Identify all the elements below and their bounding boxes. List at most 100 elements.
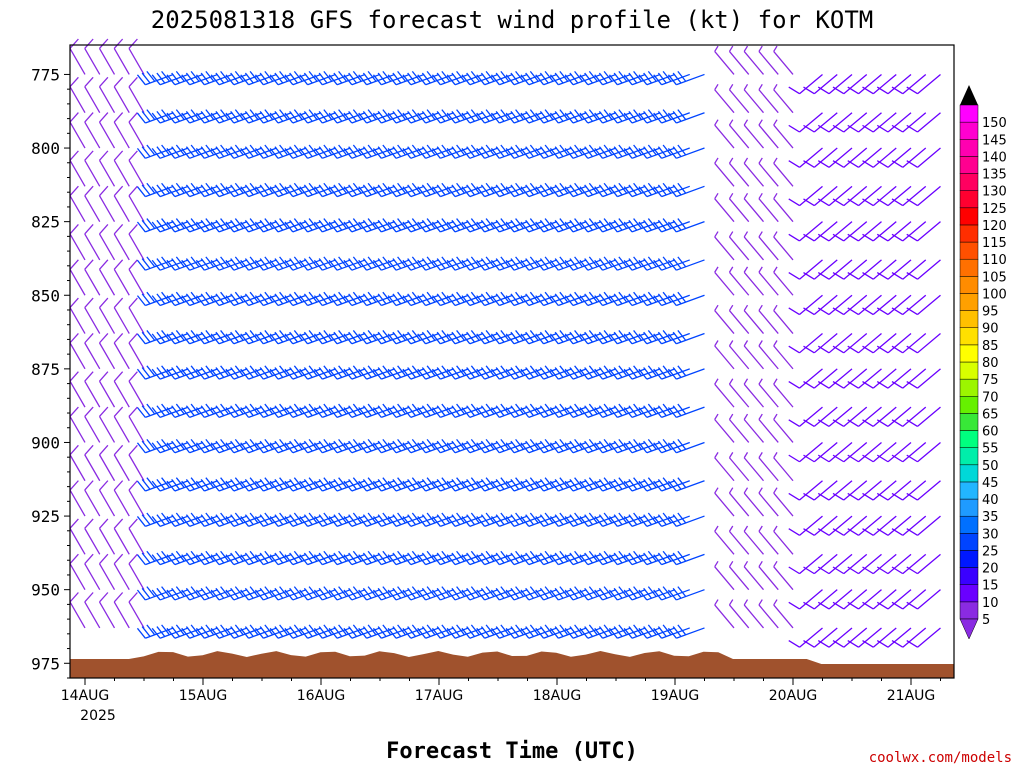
wind-barb <box>84 444 101 482</box>
colorbar-label: 30 <box>982 527 999 542</box>
wind-barb <box>84 38 101 75</box>
wind-barb <box>891 333 927 354</box>
wind-barb <box>876 294 912 316</box>
wind-barb <box>832 294 868 316</box>
colorbar-swatch <box>959 344 979 363</box>
wind-barb <box>803 589 838 610</box>
wind-barb <box>728 452 750 482</box>
colorbar-swatch <box>959 276 979 294</box>
wind-barb <box>891 627 927 648</box>
wind-barb <box>284 330 322 345</box>
wind-barb <box>151 624 189 639</box>
x-axis-label: Forecast Time (UTC) <box>386 739 638 764</box>
y-axis: 775 800 825 850 875 900 925 950 975 <box>31 65 70 679</box>
wind-barb <box>113 332 130 370</box>
x-tick-label: 16AUG <box>297 688 346 704</box>
wind-barb <box>98 480 116 517</box>
wind-barb <box>743 525 764 555</box>
wind-barb <box>862 147 897 168</box>
wind-barb <box>758 192 779 223</box>
wind-barb <box>667 624 705 639</box>
wind-barb <box>773 45 794 75</box>
wind-barb <box>743 413 764 443</box>
wind-barb <box>891 480 927 501</box>
wind-barb <box>84 76 101 114</box>
colorbar-label: 100 <box>982 287 1007 302</box>
colorbar-bottom-arrow <box>959 618 979 640</box>
wind-barb <box>128 38 145 75</box>
wind-barb <box>803 333 838 354</box>
wind-barb <box>113 224 130 261</box>
y-tick-label: 850 <box>31 286 60 305</box>
wind-barb <box>788 333 823 354</box>
wind-barb <box>862 333 897 354</box>
wind-barb <box>387 182 425 198</box>
wind-barb <box>728 84 750 114</box>
wind-barb <box>728 231 750 261</box>
wind-barb <box>862 515 897 536</box>
wind-barb <box>128 406 145 443</box>
wind-barb <box>788 589 823 610</box>
wind-barb <box>505 218 543 233</box>
wind-barb <box>84 406 101 443</box>
colorbar-swatch <box>959 601 979 620</box>
wind-barb <box>817 333 853 354</box>
wind-barb <box>906 73 941 95</box>
wind-barb <box>862 294 897 316</box>
x-tick-label: 17AUG <box>415 688 464 704</box>
wind-barb <box>128 259 145 296</box>
colorbar-swatch <box>959 207 979 226</box>
wind-barb <box>714 378 735 408</box>
colorbar-label: 125 <box>982 202 1007 217</box>
wind-barb <box>773 525 794 555</box>
wind-barb <box>847 441 882 463</box>
colorbar-label: 75 <box>982 373 999 388</box>
y-tick-label: 925 <box>31 507 60 526</box>
wind-barb <box>535 550 572 566</box>
colorbar-swatch <box>959 396 979 414</box>
wind-barb <box>891 294 927 316</box>
wind-barb <box>803 221 838 242</box>
wind-barb <box>906 480 941 501</box>
wind-barb <box>98 76 116 114</box>
wind-barb <box>876 589 912 610</box>
wind-barb <box>728 487 750 517</box>
wind-barb <box>817 185 853 207</box>
wind-barb <box>84 553 101 590</box>
wind-barb <box>743 378 764 408</box>
wind-barb <box>862 185 897 207</box>
colorbar-label: 80 <box>982 356 999 371</box>
wind-barb <box>803 627 838 648</box>
wind-barb <box>136 256 174 271</box>
wind-barb <box>788 112 823 133</box>
wind-barb <box>461 624 499 639</box>
wind-barb <box>876 112 912 133</box>
wind-barb <box>847 221 882 242</box>
wind-barb <box>891 553 927 575</box>
colorbar-label: 55 <box>982 442 999 457</box>
wind-barb <box>128 592 145 629</box>
wind-barb <box>128 371 145 408</box>
colorbar-swatch <box>959 515 979 534</box>
wind-barb <box>714 231 735 261</box>
wind-barb <box>773 599 794 629</box>
wind-barb <box>195 109 233 124</box>
wind-barb <box>906 333 941 354</box>
wind-barb <box>667 218 705 233</box>
wind-barb <box>788 368 823 389</box>
wind-barb <box>728 340 750 370</box>
wind-barb <box>832 406 868 427</box>
wind-barb <box>832 480 868 501</box>
wind-barb <box>181 624 218 639</box>
wind-barb <box>728 599 750 629</box>
wind-barb <box>98 259 116 296</box>
colorbar-swatch <box>959 481 979 500</box>
wind-barb <box>84 297 101 334</box>
colorbar-swatch <box>959 567 979 585</box>
wind-barb <box>136 144 174 159</box>
wind-barb <box>69 297 86 334</box>
y-tick-label: 825 <box>31 213 60 232</box>
wind-barb <box>387 624 425 639</box>
wind-barb <box>284 365 322 380</box>
wind-barb <box>743 599 764 629</box>
